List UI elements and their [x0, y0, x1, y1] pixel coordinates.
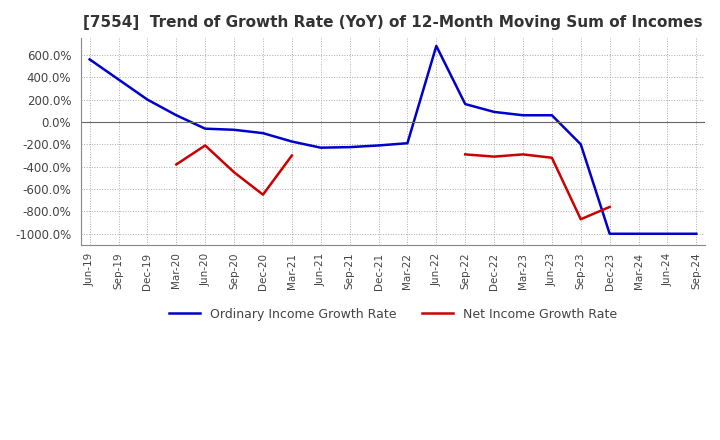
Net Income Growth Rate	[518, 152, 527, 157]
Net Income Growth Rate	[230, 170, 238, 175]
Ordinary Income Growth Rate	[230, 127, 238, 132]
Ordinary Income Growth Rate	[374, 143, 383, 148]
Ordinary Income Growth Rate	[606, 231, 614, 236]
Line: Ordinary Income Growth Rate: Ordinary Income Growth Rate	[89, 46, 696, 234]
Ordinary Income Growth Rate	[634, 231, 643, 236]
Net Income Growth Rate	[461, 152, 469, 157]
Net Income Growth Rate	[258, 192, 267, 197]
Net Income Growth Rate	[606, 204, 614, 209]
Title: [7554]  Trend of Growth Rate (YoY) of 12-Month Moving Sum of Incomes: [7554] Trend of Growth Rate (YoY) of 12-…	[84, 15, 703, 30]
Ordinary Income Growth Rate	[548, 113, 557, 118]
Ordinary Income Growth Rate	[258, 131, 267, 136]
Net Income Growth Rate	[201, 143, 210, 148]
Ordinary Income Growth Rate	[201, 126, 210, 131]
Ordinary Income Growth Rate	[663, 231, 672, 236]
Net Income Growth Rate	[548, 155, 557, 161]
Legend: Ordinary Income Growth Rate, Net Income Growth Rate: Ordinary Income Growth Rate, Net Income …	[164, 303, 622, 326]
Net Income Growth Rate	[172, 162, 181, 167]
Ordinary Income Growth Rate	[403, 140, 412, 146]
Ordinary Income Growth Rate	[346, 144, 354, 150]
Ordinary Income Growth Rate	[692, 231, 701, 236]
Line: Net Income Growth Rate: Net Income Growth Rate	[176, 146, 610, 219]
Ordinary Income Growth Rate	[432, 43, 441, 48]
Ordinary Income Growth Rate	[143, 97, 152, 102]
Ordinary Income Growth Rate	[172, 113, 181, 118]
Ordinary Income Growth Rate	[461, 102, 469, 107]
Ordinary Income Growth Rate	[114, 77, 123, 82]
Net Income Growth Rate	[577, 216, 585, 222]
Ordinary Income Growth Rate	[490, 109, 498, 114]
Ordinary Income Growth Rate	[518, 113, 527, 118]
Ordinary Income Growth Rate	[577, 142, 585, 147]
Ordinary Income Growth Rate	[317, 145, 325, 150]
Ordinary Income Growth Rate	[287, 139, 296, 144]
Ordinary Income Growth Rate	[85, 57, 94, 62]
Net Income Growth Rate	[490, 154, 498, 159]
Net Income Growth Rate	[287, 153, 296, 158]
